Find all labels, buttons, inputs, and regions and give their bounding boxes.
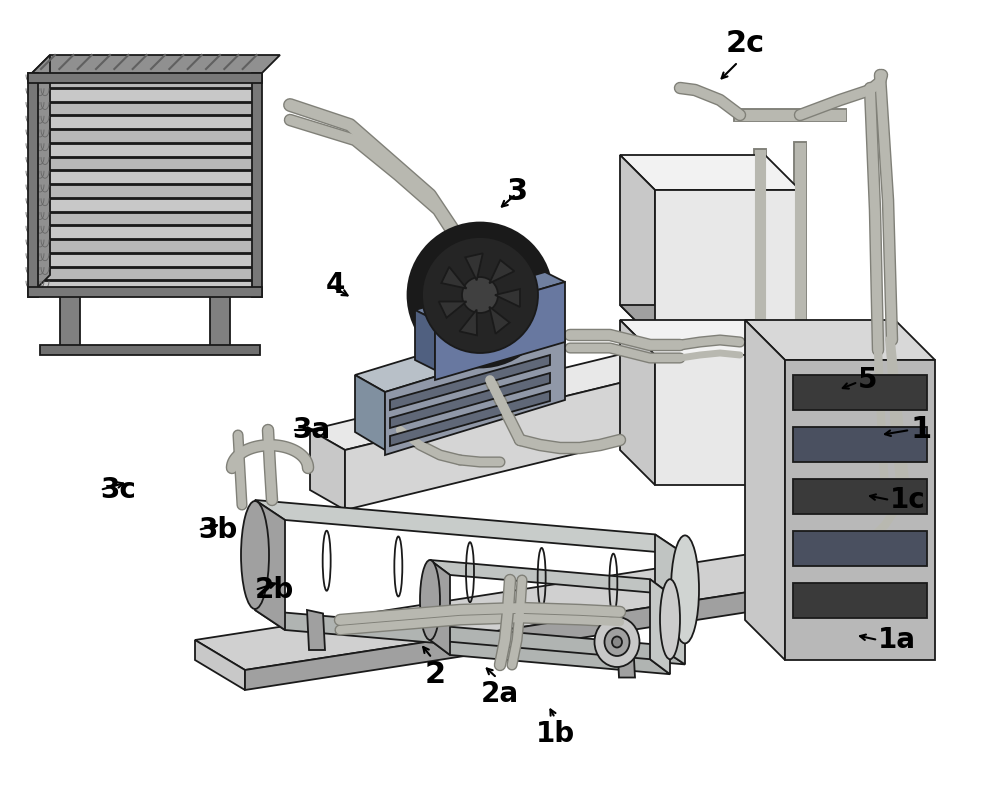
Polygon shape [28,287,262,297]
Polygon shape [40,345,260,355]
Polygon shape [310,330,755,450]
Polygon shape [441,267,466,288]
Polygon shape [355,375,385,450]
Polygon shape [655,534,685,664]
Polygon shape [30,75,260,295]
Polygon shape [465,253,483,280]
Polygon shape [355,320,565,392]
Polygon shape [30,254,260,267]
Polygon shape [489,260,514,284]
Polygon shape [495,289,520,307]
Text: 3a: 3a [292,416,330,444]
Polygon shape [430,560,450,655]
Polygon shape [30,158,260,171]
Text: 2a: 2a [481,680,519,708]
Polygon shape [255,500,285,630]
Polygon shape [30,226,260,239]
Polygon shape [307,610,325,650]
Polygon shape [390,355,550,410]
Text: 2c: 2c [725,29,765,58]
Polygon shape [620,155,655,340]
Polygon shape [60,295,80,350]
Polygon shape [415,310,435,370]
Polygon shape [459,310,477,336]
Polygon shape [489,307,510,334]
Polygon shape [30,130,260,143]
Polygon shape [793,531,927,566]
Text: 3: 3 [507,178,529,207]
Polygon shape [345,350,755,510]
Polygon shape [245,570,890,690]
Ellipse shape [612,637,622,647]
Text: 3c: 3c [100,476,136,504]
Polygon shape [30,75,260,88]
Polygon shape [439,301,466,318]
Text: 3b: 3b [198,516,237,544]
Polygon shape [195,540,890,670]
Polygon shape [390,373,550,428]
Polygon shape [655,355,800,485]
Polygon shape [252,73,262,297]
Text: 5: 5 [858,366,878,394]
Polygon shape [655,190,800,340]
Circle shape [408,223,552,367]
Text: 4: 4 [325,271,345,299]
Polygon shape [785,360,935,660]
Polygon shape [793,583,927,618]
Text: 1b: 1b [535,720,575,748]
Polygon shape [430,640,670,674]
Polygon shape [30,281,260,294]
Ellipse shape [671,535,699,643]
Circle shape [462,277,498,313]
Polygon shape [30,55,50,295]
Polygon shape [30,212,260,225]
Polygon shape [435,282,565,380]
Ellipse shape [241,501,269,609]
Polygon shape [793,427,927,462]
Polygon shape [310,430,345,510]
Ellipse shape [660,579,680,659]
Polygon shape [793,375,927,410]
Text: 1: 1 [910,416,931,445]
Polygon shape [195,640,245,690]
Polygon shape [620,155,800,190]
Polygon shape [745,320,935,360]
Circle shape [422,237,538,353]
Text: 2b: 2b [255,576,294,604]
Polygon shape [210,295,230,350]
Polygon shape [430,560,670,594]
Text: 2: 2 [424,660,446,689]
Polygon shape [620,320,655,485]
Polygon shape [385,337,565,455]
Polygon shape [650,579,670,674]
Polygon shape [620,305,800,340]
Polygon shape [28,73,262,83]
Polygon shape [30,143,260,156]
Polygon shape [30,171,260,184]
Text: 1c: 1c [890,486,926,514]
Polygon shape [30,240,260,253]
Polygon shape [28,73,38,297]
Ellipse shape [420,560,440,640]
Polygon shape [30,185,260,198]
Polygon shape [30,199,260,211]
Polygon shape [30,89,260,102]
Text: 1a: 1a [878,626,916,654]
Polygon shape [620,320,800,355]
Polygon shape [617,638,635,678]
Ellipse shape [604,628,630,656]
Polygon shape [30,55,280,75]
Polygon shape [745,320,785,660]
Ellipse shape [594,617,640,667]
Polygon shape [415,272,565,320]
Polygon shape [793,479,927,514]
Polygon shape [390,391,550,446]
Polygon shape [255,500,685,554]
Polygon shape [255,610,685,664]
Polygon shape [30,116,260,129]
Polygon shape [30,103,260,115]
Polygon shape [30,268,260,280]
